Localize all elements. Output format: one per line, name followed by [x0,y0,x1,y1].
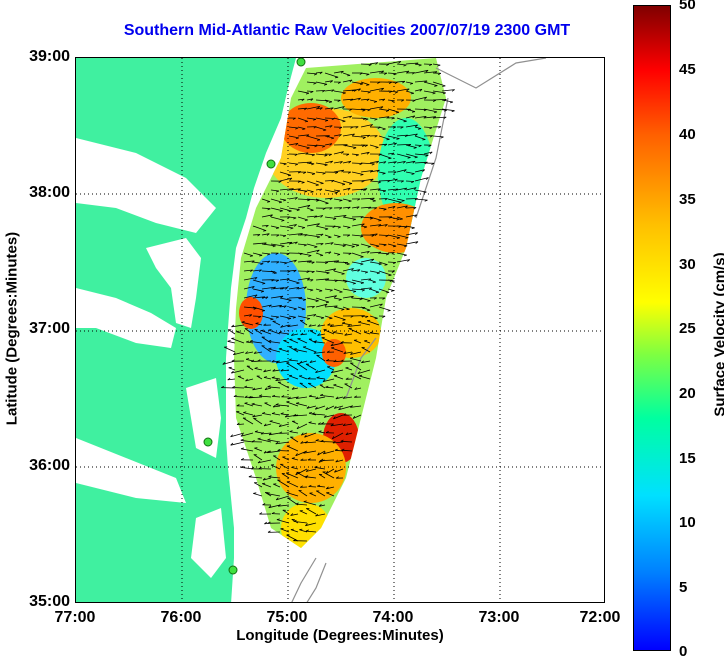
velocity-arrow-head [452,111,455,112]
velocity-arrow [229,368,235,370]
station-marker [229,566,237,574]
velocity-arrow-head [321,183,324,184]
x-tick-label: 73:00 [459,609,539,627]
velocity-arrow [289,298,302,299]
velocity-arrow-head [253,493,256,494]
velocity-arrow [309,487,316,488]
velocity-arrow [307,271,315,272]
velocity-arrow-head [347,309,350,310]
velocity-arrow [325,118,335,119]
velocity-arrow-head [450,102,453,103]
velocity-arrow-head [328,237,331,238]
velocity-arrow [278,451,289,452]
y-axis-label: Latitude (Degrees:Minutes) [4,179,21,479]
velocity-arrow-head [241,448,244,449]
velocity-arrow-head [316,185,319,186]
station-marker [297,58,305,66]
velocity-map [76,58,605,603]
velocity-arrow-head [241,466,244,467]
velocity-arrow [352,163,362,164]
velocity-arrow-head [422,140,425,141]
velocity-arrow-head [373,201,376,202]
map-plot-area [75,57,605,603]
velocity-arrow [379,235,388,236]
velocity-arrow-head [289,375,292,376]
velocity-arrow-head [361,257,364,258]
velocity-arrow [388,262,396,263]
x-axis-label: Longitude (Degrees:Minutes) [75,627,605,644]
velocity-arrow-head [269,330,272,331]
velocity-arrow-head [347,75,350,76]
velocity-arrow-head [263,231,266,232]
colorbar-tick-label: 0 [679,643,687,660]
velocity-arrow [433,136,444,137]
colorbar-tick-label: 20 [679,385,696,402]
velocity-arrow [406,181,414,182]
velocity-arrow-head [364,340,367,341]
colorbar-tick-label: 50 [679,0,696,13]
velocity-arrow [321,442,334,443]
velocity-arrow [228,330,235,334]
colorbar-tick-label: 25 [679,320,696,337]
velocity-arrow-head [400,219,403,220]
map-title: Southern Mid-Atlantic Raw Velocities 200… [62,22,632,40]
x-tick-label: 74:00 [353,609,433,627]
velocity-arrow-head [286,401,289,402]
velocity-arrow-head [274,273,277,274]
x-tick-label: 77:00 [35,609,115,627]
velocity-arrow [307,91,313,92]
velocity-arrow-head [326,203,329,204]
velocity-arrow [415,199,428,200]
x-tick-label: 76:00 [141,609,221,627]
y-tick-label: 39:00 [6,48,70,66]
colorbar-tick-label: 35 [679,191,696,208]
velocity-arrow [228,341,235,343]
y-tick-label: 35:00 [6,593,70,611]
colorbar-tick-label: 45 [679,61,696,78]
velocity-arrow-head [388,158,391,159]
x-tick-label: 75:00 [247,609,327,627]
colorbar-tick-label: 15 [679,450,696,467]
velocity-arrow-head [424,192,427,193]
velocity-arrow-head [291,529,294,530]
colorbar-tick-label: 5 [679,579,687,596]
colorbar-tick-label: 40 [679,126,696,143]
velocity-arrow [253,493,262,496]
velocity-arrow-head [387,139,390,140]
velocity-arrow-head [346,367,349,368]
velocity-arrow [361,64,372,65]
velocity-arrow-head [261,330,264,331]
velocity-arrow [241,467,253,469]
velocity-arrow-head [404,255,407,256]
velocity-arrow-head [311,210,314,211]
velocity-arrow [234,397,244,398]
colorbar-label: Surface Velocity (cm/s) [712,185,724,485]
velocity-arrow [415,145,421,146]
velocity-arrow [253,316,261,317]
velocity-arrow [232,388,244,389]
velocity-arrow-head [331,347,334,348]
velocity-arrow-head [320,255,323,256]
velocity-arrow-head [386,292,389,293]
velocity-arrow-head [228,341,231,342]
velocity-arrow-head [241,439,244,440]
station-marker [267,160,275,168]
velocity-arrow-head [367,310,370,311]
colorbar-tick-label: 30 [679,256,696,273]
velocity-arrow-head [305,121,308,122]
colorbar [633,5,671,651]
colorbar-tick-label: 10 [679,514,696,531]
x-tick-label: 72:00 [560,609,640,627]
velocity-arrow-head [412,228,415,229]
station-marker [204,438,212,446]
velocity-arrow-head [388,311,391,312]
velocity-arrow-head [437,65,440,66]
